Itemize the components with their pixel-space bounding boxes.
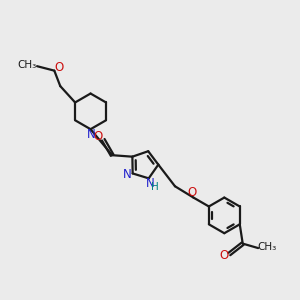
Text: O: O xyxy=(93,130,103,143)
Text: CH₃: CH₃ xyxy=(17,60,36,70)
Text: O: O xyxy=(219,249,229,262)
Text: H: H xyxy=(152,182,159,192)
Text: N: N xyxy=(87,128,95,141)
Text: O: O xyxy=(54,61,63,74)
Text: N: N xyxy=(123,167,132,181)
Text: O: O xyxy=(187,186,196,199)
Text: N: N xyxy=(146,177,154,190)
Text: CH₃: CH₃ xyxy=(257,242,277,253)
